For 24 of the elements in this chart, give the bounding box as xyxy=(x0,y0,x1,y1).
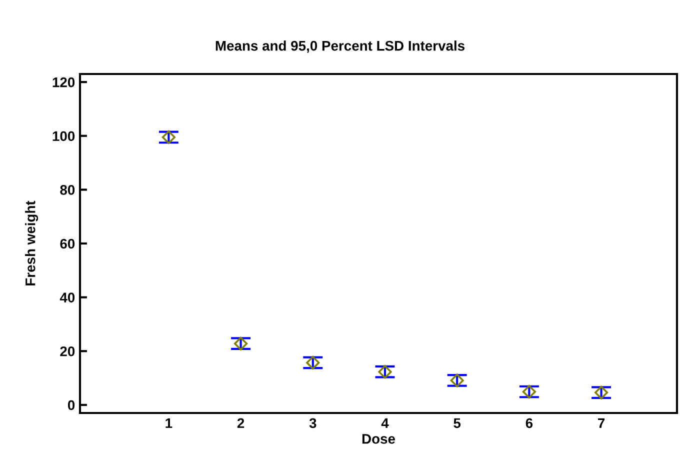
y-tick-label: 40 xyxy=(60,292,75,302)
point xyxy=(378,365,392,379)
y-axis-title: Fresh weight xyxy=(25,200,38,286)
x-axis-title: Dose xyxy=(362,434,396,444)
x-tick-label: 4 xyxy=(381,418,389,428)
point xyxy=(594,386,608,400)
y-tick-label: 100 xyxy=(52,131,75,142)
x-tick-label: 3 xyxy=(309,418,316,428)
point xyxy=(450,374,464,388)
point xyxy=(234,336,248,350)
chart-title: Means and 95,0 Percent LSD Intervals xyxy=(216,40,464,53)
y-tick-label: 120 xyxy=(52,77,75,88)
y-tick-label: 0 xyxy=(68,400,75,410)
y-tick-label: 60 xyxy=(60,238,75,249)
x-tick-label: 1 xyxy=(166,418,172,428)
x-tick-label: 5 xyxy=(454,418,461,428)
point xyxy=(306,356,320,370)
y-tick-label: 20 xyxy=(60,346,75,356)
point xyxy=(522,384,536,399)
x-tick-label: 7 xyxy=(598,418,605,428)
y-tick-label: 80 xyxy=(60,185,75,195)
point xyxy=(162,130,176,144)
x-tick-label: 6 xyxy=(526,418,533,428)
x-tick-label: 2 xyxy=(237,418,244,428)
